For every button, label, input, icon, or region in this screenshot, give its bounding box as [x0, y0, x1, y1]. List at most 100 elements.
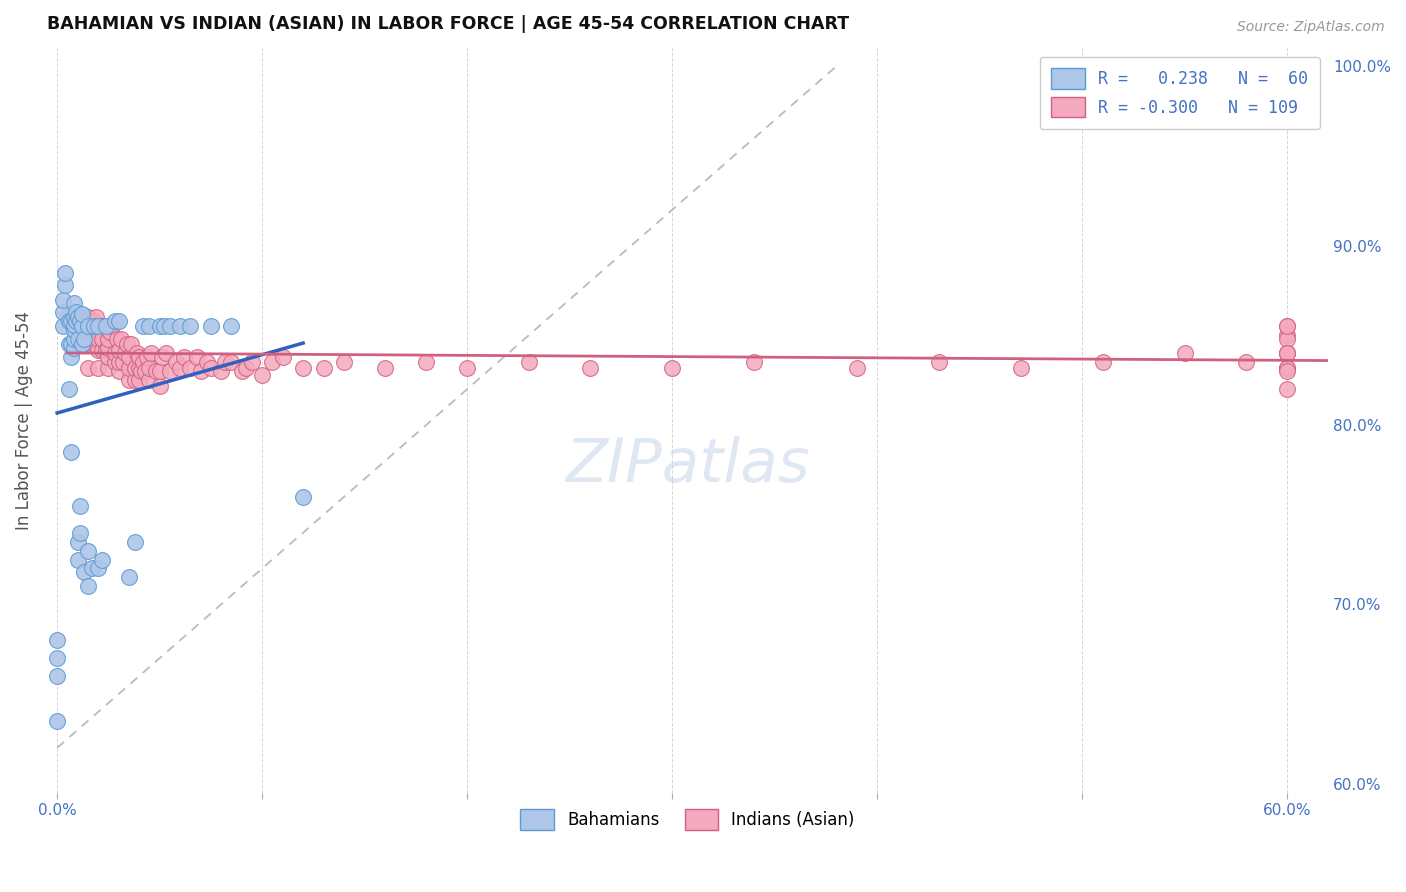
Point [77, 319, 100, 334]
Point [60, 337, 83, 351]
Point [73, 332, 96, 346]
Point [129, 364, 152, 378]
Point [46, 651, 69, 665]
Point [152, 319, 174, 334]
Point [79, 337, 101, 351]
Point [97, 332, 120, 346]
Point [1275, 332, 1298, 346]
Point [136, 350, 159, 364]
Point [1275, 346, 1298, 360]
Point [80, 314, 103, 328]
Point [66, 552, 89, 566]
Point [118, 350, 141, 364]
Point [83, 319, 105, 334]
Point [517, 355, 540, 369]
Point [105, 332, 128, 346]
Point [93, 319, 115, 334]
Point [235, 360, 257, 375]
Point [250, 368, 273, 382]
Point [80, 561, 103, 575]
Point [97, 350, 120, 364]
Point [56, 310, 79, 325]
Point [1275, 346, 1298, 360]
Point [179, 319, 201, 334]
Point [77, 332, 100, 346]
Point [374, 360, 396, 375]
Point [415, 355, 437, 369]
Point [60, 445, 83, 459]
Point [928, 355, 950, 369]
Point [58, 314, 80, 328]
Point [96, 319, 118, 334]
Point [114, 346, 136, 360]
Point [1275, 360, 1298, 375]
Point [65, 305, 87, 319]
Point [240, 355, 263, 369]
Point [231, 364, 253, 378]
Point [1234, 355, 1257, 369]
Point [292, 360, 315, 375]
Point [173, 350, 195, 364]
Point [159, 319, 181, 334]
Point [77, 543, 100, 558]
Point [149, 319, 172, 334]
Point [456, 360, 478, 375]
Point [262, 355, 284, 369]
Point [66, 332, 89, 346]
Point [221, 355, 243, 369]
Point [58, 382, 80, 396]
Point [66, 332, 89, 346]
Point [79, 325, 101, 339]
Point [97, 360, 120, 375]
Point [124, 373, 146, 387]
Point [271, 350, 294, 364]
Point [145, 364, 167, 378]
Point [1275, 382, 1298, 396]
Point [84, 310, 107, 325]
Point [52, 293, 75, 307]
Point [179, 360, 201, 375]
Point [124, 360, 146, 375]
Point [579, 360, 602, 375]
Point [69, 525, 91, 540]
Point [195, 355, 218, 369]
Point [1275, 364, 1298, 378]
Point [1275, 319, 1298, 334]
Point [128, 350, 150, 364]
Point [69, 314, 91, 328]
Point [53, 266, 76, 280]
Point [149, 364, 172, 378]
Point [1091, 355, 1114, 369]
Point [83, 337, 105, 351]
Point [70, 337, 93, 351]
Point [209, 364, 232, 378]
Point [128, 373, 150, 387]
Point [62, 323, 84, 337]
Point [58, 337, 80, 351]
Point [100, 325, 122, 339]
Point [138, 373, 160, 387]
Point [200, 319, 222, 334]
Point [46, 669, 69, 683]
Text: Source: ZipAtlas.com: Source: ZipAtlas.com [1237, 20, 1385, 34]
Point [200, 360, 222, 375]
Point [134, 364, 156, 378]
Point [742, 355, 765, 369]
Point [661, 360, 683, 375]
Point [128, 360, 150, 375]
Point [1275, 346, 1298, 360]
Point [1010, 360, 1032, 375]
Point [83, 314, 105, 328]
Point [111, 355, 134, 369]
Point [1275, 328, 1298, 343]
Point [62, 332, 84, 346]
Point [91, 552, 114, 566]
Point [60, 314, 83, 328]
Point [110, 332, 132, 346]
Point [87, 319, 110, 334]
Point [312, 360, 335, 375]
Point [141, 346, 163, 360]
Point [333, 355, 356, 369]
Point [214, 355, 236, 369]
Point [169, 360, 191, 375]
